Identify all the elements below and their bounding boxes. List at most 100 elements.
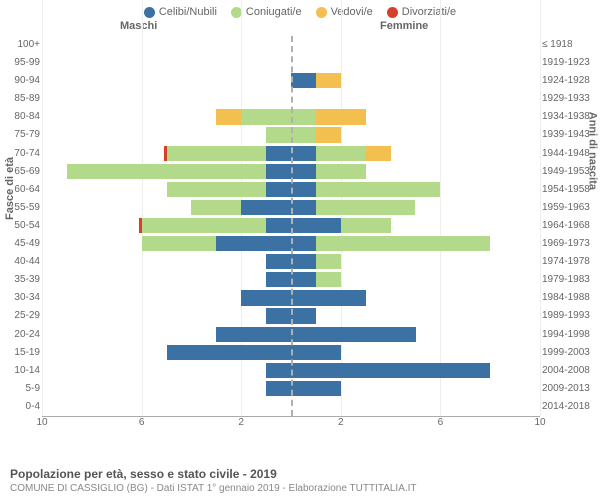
age-label: 95-99 [0, 54, 40, 72]
age-label: 50-54 [0, 217, 40, 235]
bar-segment [167, 146, 267, 161]
birth-label: 1944-1948 [542, 145, 600, 163]
birth-label: 1954-1958 [542, 181, 600, 199]
bar-segment [216, 109, 241, 124]
bar-segment [316, 200, 416, 215]
male-half [42, 90, 291, 108]
bar-segment [291, 381, 341, 396]
bar-segment [291, 146, 316, 161]
male-half [42, 307, 291, 325]
legend: Celibi/Nubili Coniugati/e Vedovi/e Divorzia… [0, 0, 600, 20]
birth-label: 1924-1928 [542, 72, 600, 90]
male-half [42, 362, 291, 380]
male-half [42, 289, 291, 307]
age-label: 25-29 [0, 307, 40, 325]
bar-segment [266, 381, 291, 396]
male-half [42, 398, 291, 416]
legend-label: Divorziati/e [402, 6, 456, 18]
birth-label: 1984-1988 [542, 289, 600, 307]
legend-label: Coniugati/e [246, 6, 302, 18]
female-half [291, 181, 540, 199]
male-half [42, 271, 291, 289]
bar-segment [316, 164, 366, 179]
bar-segment [316, 146, 366, 161]
bar-segment [142, 236, 217, 251]
bar-segment [291, 200, 316, 215]
bar-segment [316, 109, 366, 124]
bar-segment [67, 164, 266, 179]
bar-segment [216, 236, 291, 251]
bar-segment [266, 308, 291, 323]
x-tick: 2 [338, 417, 344, 428]
female-half [291, 289, 540, 307]
female-half [291, 307, 540, 325]
bar-segment [366, 146, 391, 161]
female-half [291, 199, 540, 217]
female-half [291, 398, 540, 416]
legend-item: Divorziati/e [387, 6, 456, 18]
bar-segment [291, 290, 366, 305]
male-half [42, 380, 291, 398]
age-label: 70-74 [0, 145, 40, 163]
male-half [42, 108, 291, 126]
female-half [291, 217, 540, 235]
bar-segment [167, 345, 292, 360]
female-half [291, 90, 540, 108]
female-header: Femmine [380, 20, 428, 32]
bar-segment [266, 254, 291, 269]
legend-swatch [387, 7, 398, 18]
female-half [291, 72, 540, 90]
male-half [42, 344, 291, 362]
age-label: 75-79 [0, 126, 40, 144]
age-label: 65-69 [0, 163, 40, 181]
legend-label: Celibi/Nubili [159, 6, 217, 18]
chart-title: Popolazione per età, sesso e stato civil… [10, 467, 417, 481]
bar-segment [291, 272, 316, 287]
bar-segment [142, 218, 267, 233]
bar-segment [291, 363, 490, 378]
female-half [291, 126, 540, 144]
x-tick: 10 [534, 417, 545, 428]
birth-label: 1979-1983 [542, 271, 600, 289]
pyramid-chart: 100+≤ 191895-991919-192390-941924-192885… [42, 36, 540, 434]
birth-label: 1919-1923 [542, 54, 600, 72]
male-half [42, 217, 291, 235]
legend-item: Vedovi/e [316, 6, 373, 18]
bar-segment [316, 236, 490, 251]
male-half [42, 126, 291, 144]
bar-segment [291, 236, 316, 251]
age-label: 0-4 [0, 398, 40, 416]
bar-segment [266, 164, 291, 179]
age-label: 20-24 [0, 326, 40, 344]
bar-segment [266, 182, 291, 197]
x-axis: 10622610 [42, 416, 540, 434]
age-label: 15-19 [0, 344, 40, 362]
bar-segment [266, 363, 291, 378]
birth-label: 1999-2003 [542, 344, 600, 362]
gender-headers: Maschi Femmine [0, 20, 600, 36]
birth-label: 1949-1953 [542, 163, 600, 181]
birth-label: 1939-1943 [542, 126, 600, 144]
x-tick: 6 [438, 417, 444, 428]
center-divider [291, 36, 293, 416]
bar-segment [316, 272, 341, 287]
bar-segment [291, 345, 341, 360]
female-half [291, 54, 540, 72]
male-half [42, 163, 291, 181]
birth-label: 1989-1993 [542, 307, 600, 325]
female-half [291, 253, 540, 271]
birth-label: 1964-1968 [542, 217, 600, 235]
bar-segment [291, 327, 416, 342]
age-label: 80-84 [0, 108, 40, 126]
bar-segment [266, 146, 291, 161]
age-label: 55-59 [0, 199, 40, 217]
x-tick: 10 [36, 417, 47, 428]
age-label: 10-14 [0, 362, 40, 380]
bar-segment [291, 254, 316, 269]
birth-label: 2009-2013 [542, 380, 600, 398]
chart-subtitle: COMUNE DI CASSIGLIO (BG) - Dati ISTAT 1°… [10, 483, 417, 494]
bar-segment [291, 164, 316, 179]
female-half [291, 326, 540, 344]
bar-segment [291, 73, 316, 88]
age-label: 35-39 [0, 271, 40, 289]
